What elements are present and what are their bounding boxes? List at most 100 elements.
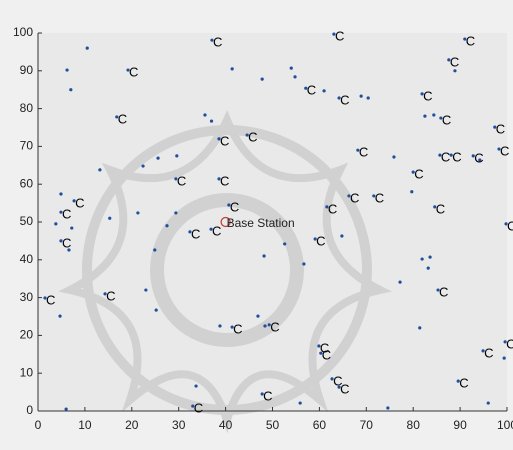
node-point	[283, 242, 287, 246]
node-point	[420, 257, 424, 261]
node-point	[432, 113, 436, 117]
node-point	[191, 404, 195, 408]
node-point	[332, 32, 336, 36]
cluster-head-label: C	[270, 319, 279, 334]
cluster-head-label: C	[62, 207, 71, 222]
y-tick-label: 0	[26, 403, 33, 417]
node-point	[504, 222, 508, 226]
node-point	[411, 170, 415, 174]
node-point	[463, 37, 467, 41]
node-point	[356, 148, 360, 152]
node-point	[260, 77, 264, 81]
node-point	[227, 203, 231, 207]
node-point	[313, 237, 317, 241]
node-point	[372, 194, 376, 198]
watermark	[58, 110, 392, 434]
cluster-head-label: C	[340, 382, 349, 397]
node-point	[256, 314, 260, 318]
node-point	[298, 401, 302, 405]
cluster-head-label: C	[459, 376, 468, 391]
node-point	[72, 199, 76, 203]
cluster-head-label: C	[194, 401, 203, 416]
node-point	[218, 324, 222, 328]
cluster-head-label: C	[506, 336, 513, 351]
node-point	[59, 192, 63, 196]
node-point	[43, 296, 47, 300]
cluster-head-label: C	[441, 150, 450, 165]
node-point	[502, 356, 506, 360]
node-point	[486, 401, 490, 405]
base-station	[220, 216, 231, 228]
node-point	[245, 133, 249, 137]
cluster-head-label: C	[442, 112, 451, 127]
cluster-head-label: C	[333, 373, 342, 388]
node-point	[174, 211, 178, 215]
cluster-head-label: C	[328, 201, 337, 216]
node-point	[230, 67, 234, 71]
y-tick-label: 50	[20, 214, 34, 228]
node-point	[85, 46, 89, 50]
node-point	[59, 210, 63, 214]
cluster-head-label: C	[350, 190, 359, 205]
cluster-head-label: C	[439, 284, 448, 299]
cluster-head-label: C	[263, 388, 272, 403]
node-point	[418, 326, 422, 330]
node-point	[503, 340, 507, 344]
y-tick-label: 20	[20, 328, 34, 342]
base-station-label: Base Station	[227, 216, 295, 230]
cluster-head-label: C	[46, 292, 55, 307]
node-point	[217, 137, 221, 141]
y-tick-label: 30	[20, 290, 34, 304]
cluster-head-label: C	[248, 129, 257, 144]
x-tick-label: 100	[497, 418, 513, 432]
cluster-head-label: C	[316, 233, 325, 248]
cluster-head-label: C	[75, 195, 84, 210]
y-tick-label: 100	[13, 25, 33, 39]
cluster-head-label: C	[233, 322, 242, 337]
x-tick-label: 50	[266, 418, 280, 432]
node-point	[203, 113, 207, 117]
node-point	[153, 248, 157, 252]
node-point	[136, 211, 140, 215]
node-point	[260, 392, 264, 396]
node-point	[65, 68, 69, 72]
node-point	[426, 266, 430, 270]
x-tick-label: 10	[78, 418, 92, 432]
cluster-head-label: C	[213, 35, 222, 50]
node-point	[103, 292, 107, 296]
cluster-head-label: C	[220, 173, 229, 188]
node-point	[322, 89, 326, 93]
node-point	[115, 115, 119, 119]
cluster-head-label: C	[340, 92, 349, 107]
cluster-head-label: C	[496, 122, 505, 137]
node-point	[386, 406, 390, 410]
cluster-head-label: C	[320, 340, 329, 355]
node-point	[302, 262, 306, 266]
node-point	[481, 349, 485, 353]
node-point	[64, 407, 68, 411]
cluster-head-label: C	[212, 224, 221, 239]
cluster-head-label: C	[322, 348, 331, 363]
node-point	[174, 177, 178, 181]
node-point	[175, 154, 179, 158]
x-tick-label: 60	[313, 418, 327, 432]
node-point	[165, 224, 169, 228]
cluster-head-label: C	[177, 173, 186, 188]
x-tick-label: 70	[360, 418, 374, 432]
x-tick-label: 90	[453, 418, 467, 432]
node-point	[70, 226, 74, 230]
node-point	[58, 314, 62, 318]
cluster-head-label: C	[359, 145, 368, 160]
node-point	[347, 194, 351, 198]
cluster-head-label: C	[307, 83, 316, 98]
y-tick-label: 10	[20, 365, 34, 379]
node-point	[317, 344, 321, 348]
node-point	[188, 230, 192, 234]
cluster-head-label: C	[375, 190, 384, 205]
node-point	[337, 96, 341, 100]
node-point	[156, 156, 160, 160]
cluster-head-label: C	[500, 143, 509, 158]
cluster-head-label: C	[423, 88, 432, 103]
node-point	[439, 116, 443, 120]
node-point	[447, 58, 451, 62]
